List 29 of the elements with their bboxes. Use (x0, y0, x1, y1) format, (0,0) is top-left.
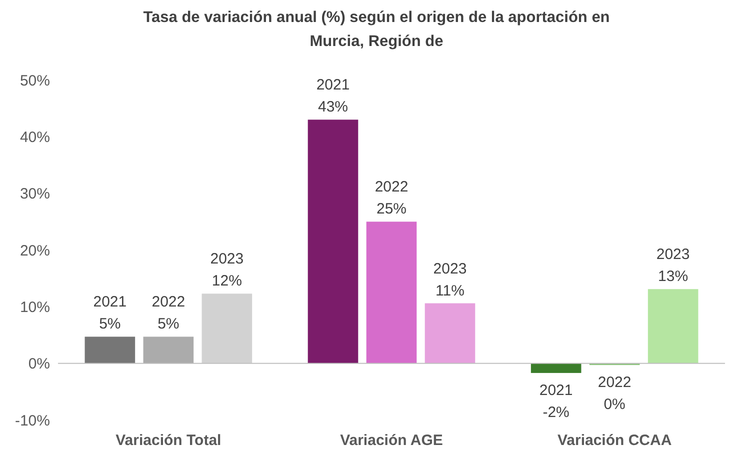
text: 2023 (656, 246, 690, 264)
text: 2021 (93, 294, 127, 311)
data-label: 43% (318, 98, 348, 116)
series-label: 2021 (539, 382, 573, 399)
data-label: -2% (542, 404, 570, 421)
data-label: 12% (212, 272, 242, 290)
text: 2022 (152, 294, 186, 311)
data-label: 5% (158, 316, 180, 333)
y-tick-label: 0% (28, 356, 50, 373)
y-tick-label: 30% (20, 186, 50, 203)
x-tick-label: Variación CCAA (557, 432, 672, 449)
y-tick-label: 50% (20, 72, 50, 90)
series-label: 2022 (598, 374, 632, 392)
text: 2022 (374, 178, 408, 196)
text: 2021 (316, 76, 350, 94)
text: 2023 (433, 260, 467, 278)
x-tick-label: Variación Total (116, 432, 222, 449)
data-label: 0% (604, 396, 626, 414)
y-tick-label: 20% (20, 242, 50, 260)
x-tick-label: Variación AGE (340, 432, 443, 449)
y-tick-label: -10% (14, 412, 50, 430)
series-label: 2023 (210, 250, 244, 268)
chart-title: Tasa de variación anual (%) según el origen de la aportación en Murcia, Región de (143, 9, 610, 50)
data-label: 11% (436, 282, 464, 300)
y-tick-label: 10% (20, 298, 50, 316)
data-label: 5% (99, 316, 121, 333)
y-tick-label: 40% (20, 128, 50, 146)
data-label: 13% (658, 268, 688, 286)
data-label: 25% (376, 200, 407, 218)
